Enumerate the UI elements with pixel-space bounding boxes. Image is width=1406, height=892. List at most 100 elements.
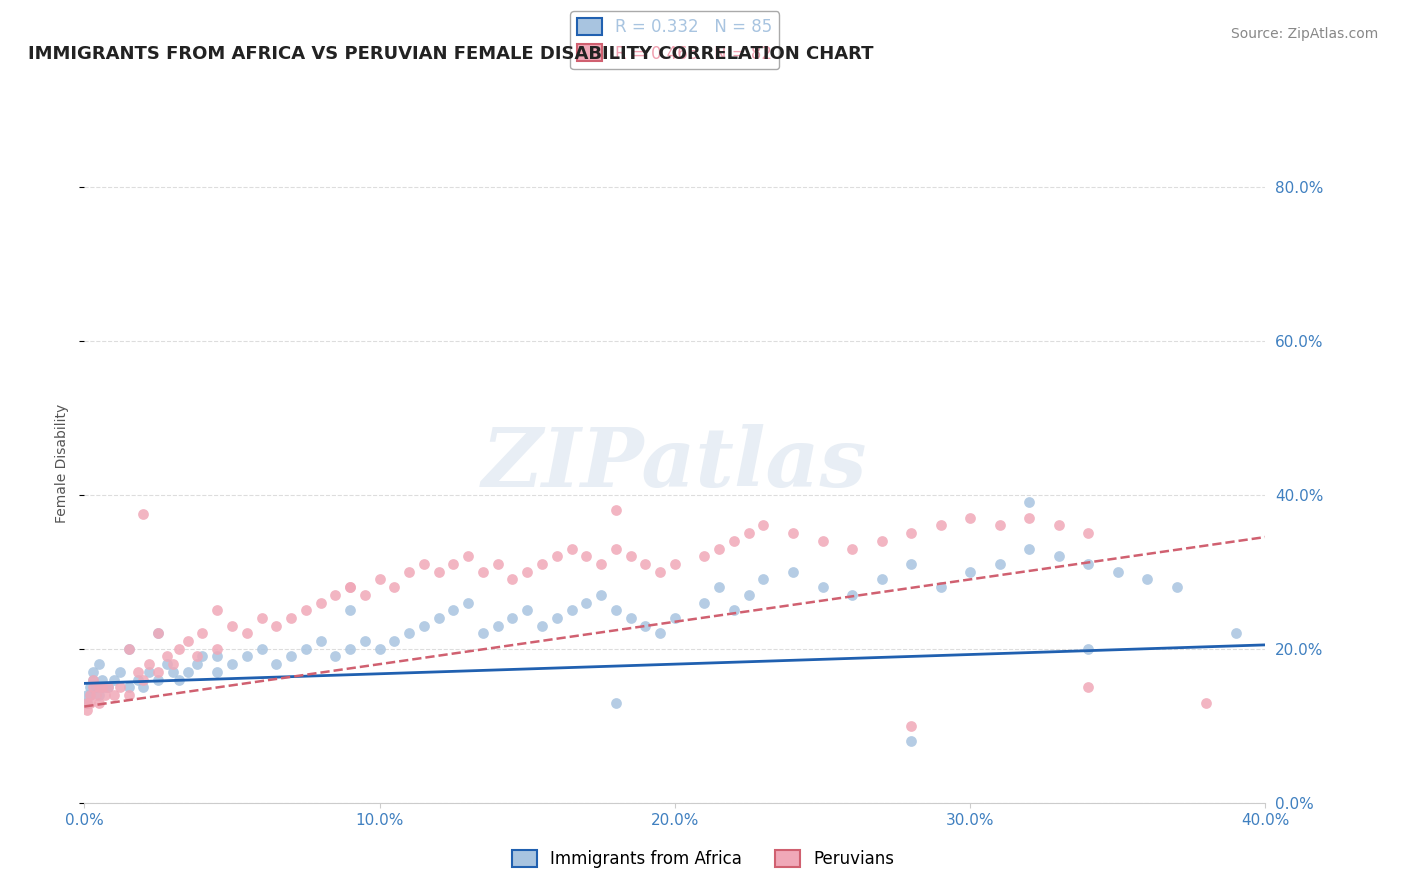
Point — [250, 611, 273, 625]
Point — [94, 688, 117, 702]
Point — [900, 557, 922, 571]
Point — [82, 673, 104, 687]
Point — [382, 634, 406, 648]
Point — [82, 680, 104, 694]
Point — [634, 618, 657, 632]
Point — [1136, 573, 1159, 587]
Point — [782, 565, 804, 579]
Point — [619, 549, 641, 564]
Point — [782, 526, 804, 541]
Point — [91, 680, 114, 694]
Point — [988, 557, 1011, 571]
Point — [148, 665, 170, 679]
Point — [811, 533, 834, 548]
Point — [1225, 626, 1247, 640]
Point — [501, 573, 523, 587]
Point — [1018, 510, 1040, 524]
Point — [191, 649, 214, 664]
Point — [79, 696, 101, 710]
Point — [560, 541, 583, 556]
Point — [138, 657, 160, 672]
Point — [94, 680, 117, 694]
Point — [900, 719, 922, 733]
Point — [79, 688, 101, 702]
Point — [560, 603, 583, 617]
Point — [501, 611, 523, 625]
Point — [738, 588, 761, 602]
Point — [295, 603, 318, 617]
Point — [1077, 641, 1099, 656]
Point — [221, 618, 243, 632]
Point — [205, 649, 228, 664]
Point — [205, 641, 228, 656]
Point — [89, 657, 111, 672]
Point — [516, 565, 538, 579]
Point — [605, 696, 627, 710]
Point — [148, 673, 170, 687]
Point — [472, 626, 495, 640]
Point — [89, 680, 111, 694]
Point — [427, 565, 450, 579]
Point — [118, 641, 141, 656]
Point — [811, 580, 834, 594]
Point — [89, 696, 111, 710]
Point — [530, 557, 553, 571]
Text: Source: ZipAtlas.com: Source: ZipAtlas.com — [1230, 27, 1378, 41]
Point — [97, 680, 120, 694]
Point — [664, 557, 686, 571]
Point — [280, 649, 302, 664]
Point — [323, 649, 347, 664]
Point — [368, 641, 391, 656]
Point — [205, 603, 228, 617]
Point — [591, 588, 613, 602]
Point — [457, 549, 479, 564]
Point — [486, 557, 509, 571]
Point — [108, 680, 131, 694]
Point — [118, 680, 141, 694]
Point — [752, 573, 775, 587]
Point — [441, 557, 464, 571]
Point — [89, 688, 111, 702]
Point — [605, 603, 627, 617]
Point — [82, 665, 104, 679]
Point — [76, 703, 98, 717]
Point — [723, 603, 745, 617]
Point — [264, 618, 288, 632]
Point — [723, 533, 745, 548]
Point — [132, 673, 155, 687]
Point — [84, 688, 107, 702]
Point — [191, 626, 214, 640]
Point — [76, 696, 98, 710]
Point — [118, 688, 141, 702]
Point — [354, 634, 377, 648]
Point — [309, 634, 332, 648]
Point — [97, 680, 120, 694]
Point — [108, 665, 131, 679]
Point — [295, 641, 318, 656]
Point — [413, 618, 436, 632]
Point — [486, 618, 509, 632]
Point — [398, 565, 420, 579]
Point — [103, 673, 125, 687]
Point — [221, 657, 243, 672]
Y-axis label: Female Disability: Female Disability — [55, 404, 69, 524]
Point — [870, 533, 893, 548]
Point — [368, 573, 391, 587]
Point — [1018, 541, 1040, 556]
Point — [752, 518, 775, 533]
Point — [664, 611, 686, 625]
Point — [929, 580, 952, 594]
Point — [693, 595, 716, 609]
Point — [162, 665, 184, 679]
Point — [205, 665, 228, 679]
Point — [398, 626, 420, 640]
Point — [148, 626, 170, 640]
Point — [79, 688, 101, 702]
Point — [738, 526, 761, 541]
Point — [591, 557, 613, 571]
Point — [605, 503, 627, 517]
Point — [127, 673, 149, 687]
Point — [103, 688, 125, 702]
Text: ZIPatlas: ZIPatlas — [482, 424, 868, 504]
Point — [156, 649, 179, 664]
